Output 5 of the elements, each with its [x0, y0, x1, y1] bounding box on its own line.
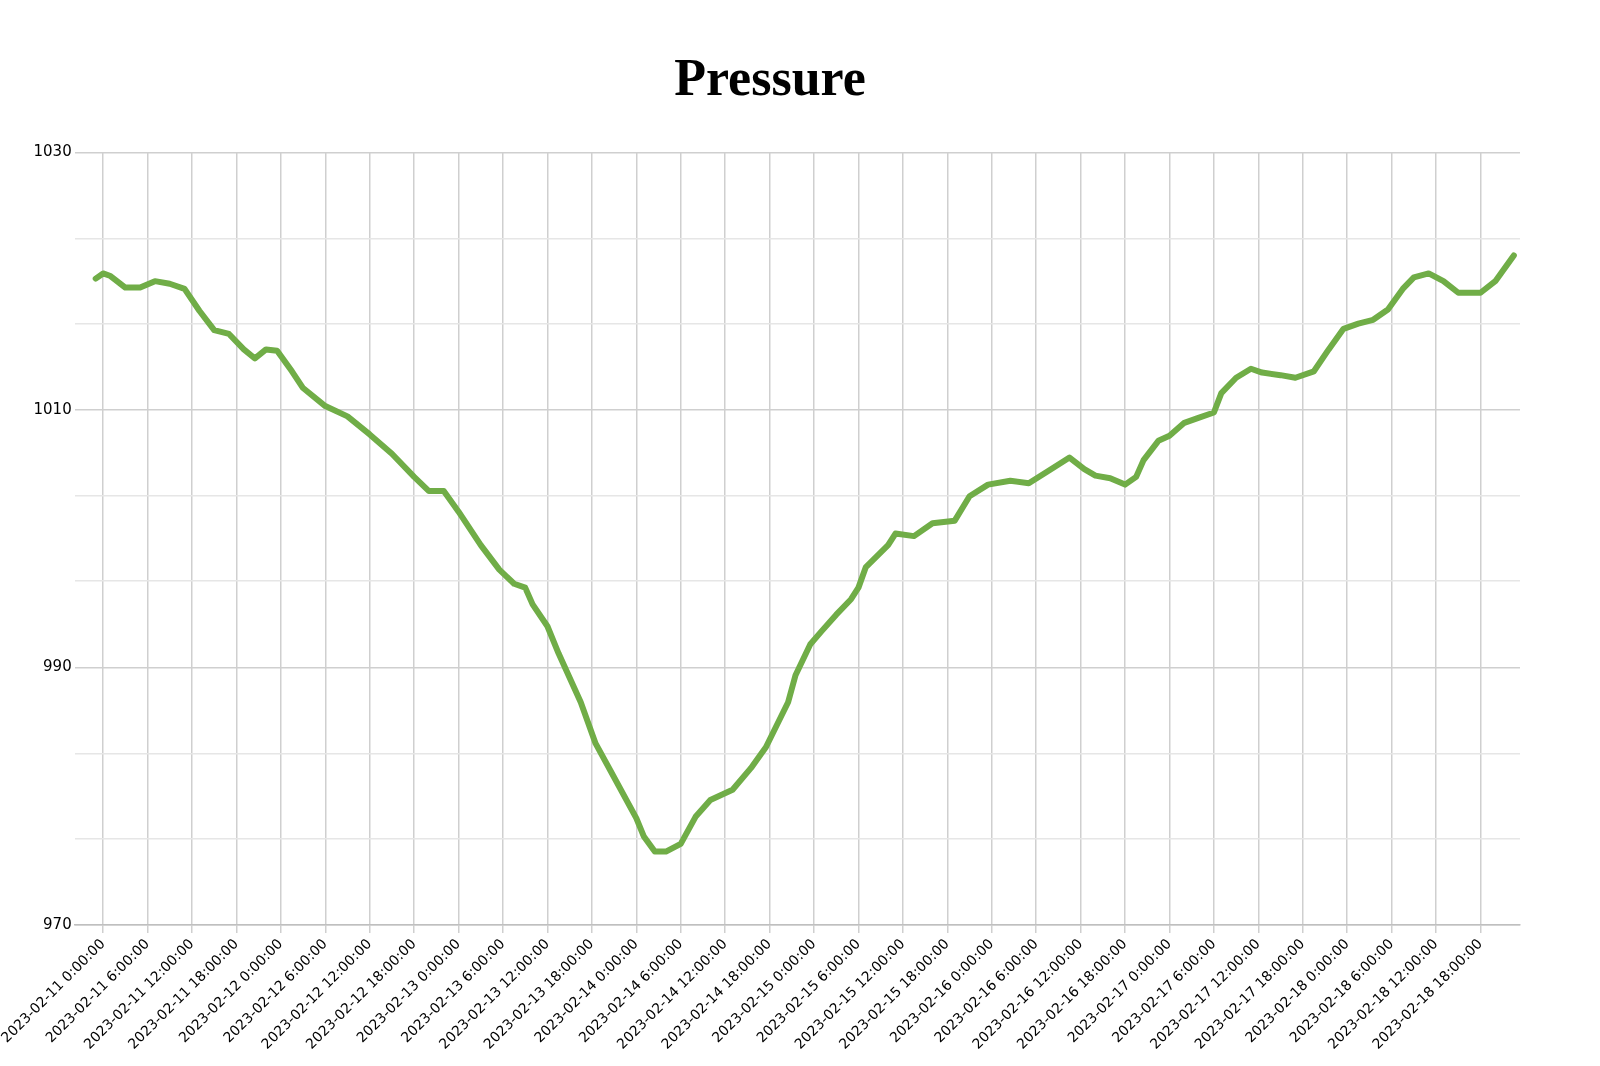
y-tick-label: 990	[43, 657, 72, 676]
y-tick-label: 1010	[33, 399, 72, 418]
y-tick-label: 970	[43, 914, 72, 933]
y-tick-label: 1030	[33, 142, 72, 161]
chart-title: Pressure	[674, 48, 866, 106]
